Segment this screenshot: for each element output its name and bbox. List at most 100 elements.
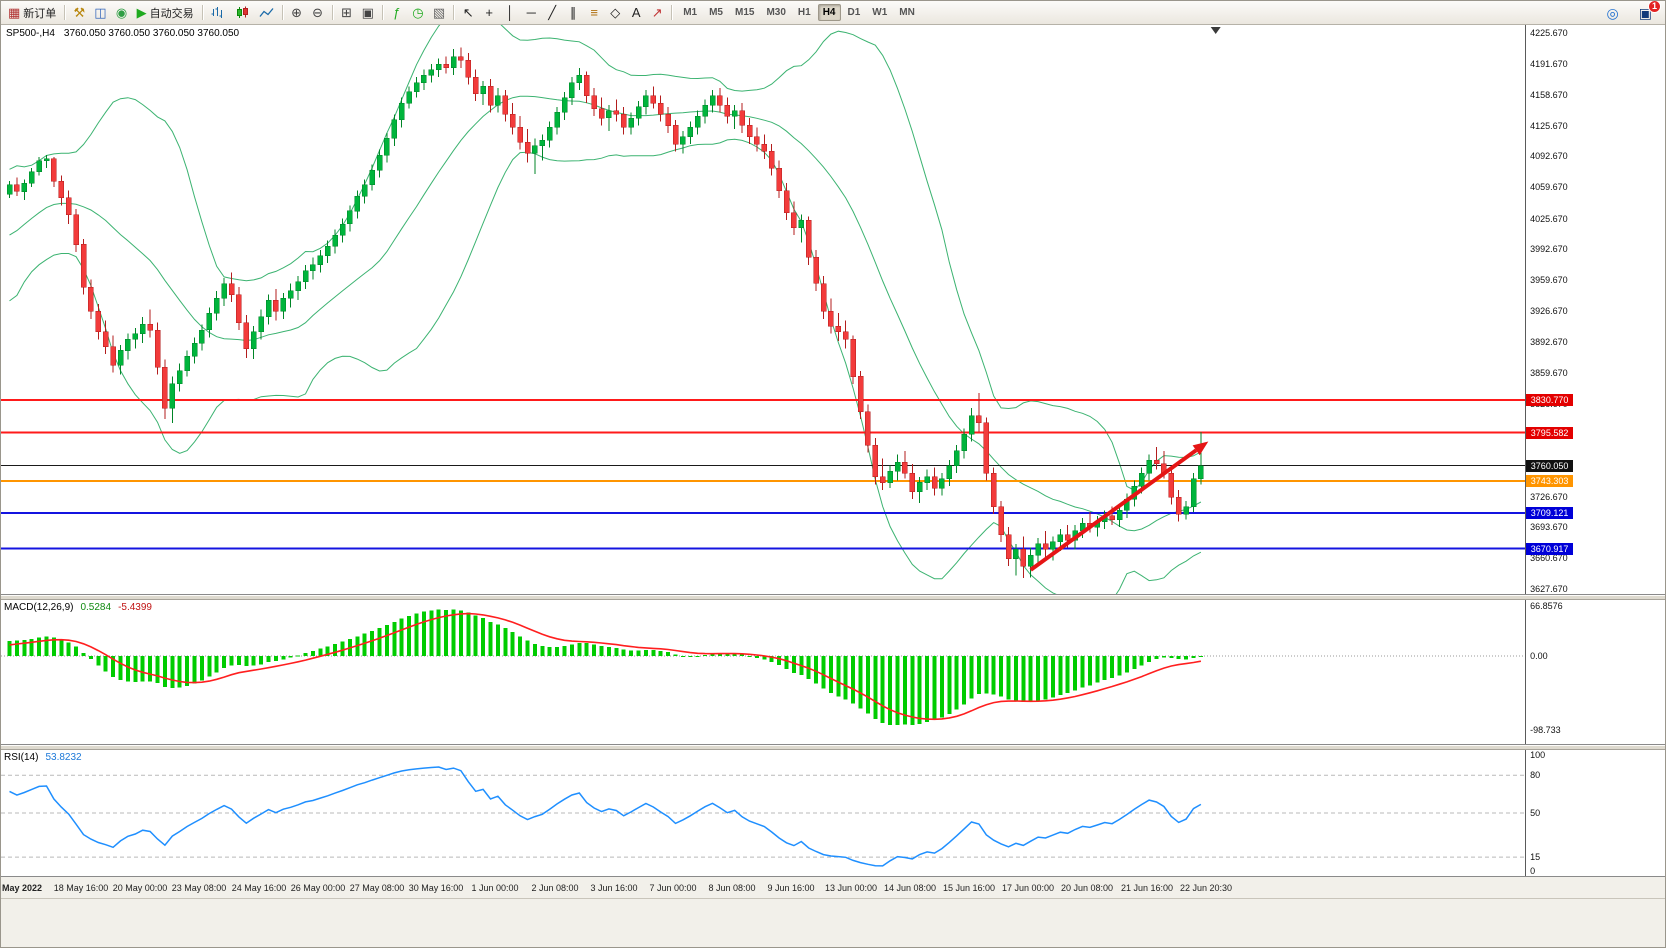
price-tick: 4092.670	[1530, 151, 1568, 161]
main-chart-plot[interactable]: SP500-,H4 3760.050 3760.050 3760.050 376…	[1, 25, 1526, 594]
cascade-windows-button[interactable]: ▣	[358, 3, 378, 23]
horizontal-line-button[interactable]: ─	[521, 3, 541, 23]
search-button[interactable]: ◎	[1603, 3, 1623, 23]
rsi-axis[interactable]: 100 80 50 15 0	[1525, 750, 1665, 876]
rsi-plot[interactable]: RSI(14) 53.8232	[1, 750, 1526, 876]
main-chart-canvas[interactable]	[1, 25, 1526, 594]
panel-splitter-rsi[interactable]	[1, 745, 1665, 750]
timeframe-h4[interactable]: H4	[817, 4, 841, 21]
autotrading-button[interactable]: ▶ 自动交易	[133, 3, 198, 23]
price-tick: 3693.670	[1530, 522, 1568, 532]
indicators-button[interactable]: ƒ	[387, 3, 407, 23]
macd-label: MACD(12,26,9)	[4, 602, 74, 613]
price-tick: 3660.670	[1530, 553, 1568, 563]
timeframe-d1[interactable]: D1	[847, 7, 861, 18]
horizontal-line-button-icon: ─	[526, 5, 536, 20]
rsi-label-line: RSI(14) 53.8232	[4, 752, 82, 763]
bar-chart-button[interactable]	[207, 3, 230, 23]
rsi-line	[9, 766, 1202, 867]
price-tick: 3627.670	[1530, 584, 1568, 594]
price-badge: 3709.121	[1526, 507, 1574, 519]
price-axis[interactable]: 4225.670 4191.670 4158.670 4125.670 4092.670…	[1525, 25, 1665, 594]
macd-axis[interactable]: 66.8576 0.00 -98.733	[1525, 600, 1665, 744]
timeframe-m15[interactable]: M15	[735, 7, 755, 18]
tile-windows-button[interactable]: ⊞	[337, 3, 357, 23]
rsi-label: RSI(14)	[4, 752, 39, 763]
text-button[interactable]: A	[626, 3, 646, 23]
price-badge: 3830.770	[1526, 394, 1574, 406]
rsi-value: 53.8232	[45, 752, 82, 763]
timeframe-w1[interactable]: W1	[872, 7, 888, 18]
toolbar-separator	[381, 5, 383, 20]
macd-canvas[interactable]	[1, 600, 1526, 744]
search-button-icon: ◎	[1606, 4, 1619, 21]
ohlc-values: 3760.050 3760.050 3760.050 3760.050	[63, 28, 240, 39]
candlestick-chart-button[interactable]	[231, 3, 254, 23]
text-button-icon: A	[631, 5, 641, 20]
time-label: 26 May 00:00	[290, 883, 346, 893]
time-label: 1 Jun 00:00	[471, 883, 519, 893]
macd-plot[interactable]: MACD(12,26,9) 0.5284 -5.4399	[1, 600, 1526, 744]
community-button[interactable]: ◉	[112, 3, 132, 23]
toolbar-separator	[453, 5, 455, 20]
time-label: 21 Jun 16:00	[1120, 883, 1174, 893]
vertical-line-button[interactable]: │	[500, 3, 520, 23]
time-label: 20 Jun 08:00	[1060, 883, 1114, 893]
horizontal-lines[interactable]	[1, 398, 1526, 550]
notifications-button[interactable]: ▣ 1	[1635, 1, 1661, 23]
trend-arrow[interactable]	[1029, 441, 1209, 572]
channel-button-icon: ∥	[569, 5, 577, 20]
zoom-out-button[interactable]: ⊖	[308, 3, 328, 23]
time-label: 17 Jun 00:00	[1001, 883, 1055, 893]
indicator-tick: 0	[1530, 866, 1536, 876]
timeframe-mn[interactable]: MN	[899, 7, 915, 18]
time-label: 24 May 16:00	[231, 883, 287, 893]
candlestick-chart-icon	[235, 6, 250, 19]
shapes-button-icon: ◇	[610, 5, 621, 20]
price-badge: 3743.303	[1526, 475, 1574, 487]
crosshair-button[interactable]: +	[479, 3, 499, 23]
zoom-in-button[interactable]: ⊕	[287, 3, 307, 23]
channel-button[interactable]: ∥	[563, 3, 583, 23]
profiles-button[interactable]: ◫	[90, 3, 110, 23]
toolbar-separator	[201, 5, 203, 20]
timeframe-m5[interactable]: M5	[709, 7, 723, 18]
indicator-tick: 50	[1530, 808, 1541, 818]
autotrading-button-label: 自动交易	[149, 7, 194, 20]
expert-advisors-button[interactable]: ⚒	[69, 3, 89, 23]
timeframe-m30[interactable]: M30	[766, 7, 786, 18]
shapes-button[interactable]: ◇	[605, 3, 625, 23]
macd-signal-value: -5.4399	[118, 602, 152, 613]
toolbar: ▦ 新订单 ⚒ ◫ ◉ ▶ 自动交易 ⊕ ⊖ ⊞ ▣ ƒ ◷ ▧ ↖ + │ ─ ╱ ∥ ≡ ◇ A ↗ M1 M5 M15 M30 H…	[1, 1, 1665, 25]
price-tick: 3959.670	[1530, 275, 1568, 285]
time-label: 30 May 16:00	[408, 883, 464, 893]
templates-button[interactable]: ▧	[429, 3, 449, 23]
fibonacci-button[interactable]: ≡	[584, 3, 604, 23]
zoom-out-button-icon: ⊖	[312, 5, 324, 20]
arrows-button[interactable]: ↗	[647, 3, 667, 23]
cursor-button-icon: ↖	[462, 5, 474, 20]
trendline-button-icon: ╱	[548, 5, 557, 20]
shift-marker[interactable]	[1210, 27, 1221, 34]
line-chart-button[interactable]	[255, 3, 278, 23]
new-order-button[interactable]: ▦ 新订单	[4, 3, 60, 23]
timeframe-m1[interactable]: M1	[683, 7, 698, 18]
bottom-filler	[1, 899, 1665, 947]
toolbar-separator	[331, 5, 333, 20]
time-axis[interactable]: May 2022 18 May 16:00 20 May 00:00 23 May 0…	[1, 877, 1665, 899]
timeframe-h1[interactable]: H1	[797, 7, 811, 18]
periods-button[interactable]: ◷	[408, 3, 428, 23]
cascade-windows-button-icon: ▣	[361, 5, 374, 20]
trendline-button[interactable]: ╱	[542, 3, 562, 23]
time-label: 27 May 08:00	[349, 883, 405, 893]
rsi-canvas[interactable]	[1, 750, 1526, 876]
panel-splitter-macd[interactable]	[1, 595, 1665, 600]
ohlc-info-line: SP500-,H4 3760.050 3760.050 3760.050 376…	[6, 28, 239, 39]
indicator-tick: 15	[1530, 852, 1541, 862]
main-chart-panel: SP500-,H4 3760.050 3760.050 3760.050 376…	[1, 25, 1665, 595]
cursor-button[interactable]: ↖	[458, 3, 478, 23]
candles	[6, 47, 1204, 579]
price-tick: 3726.670	[1530, 492, 1568, 502]
toolbar-right: ◎ ▣ 1	[1603, 1, 1661, 23]
